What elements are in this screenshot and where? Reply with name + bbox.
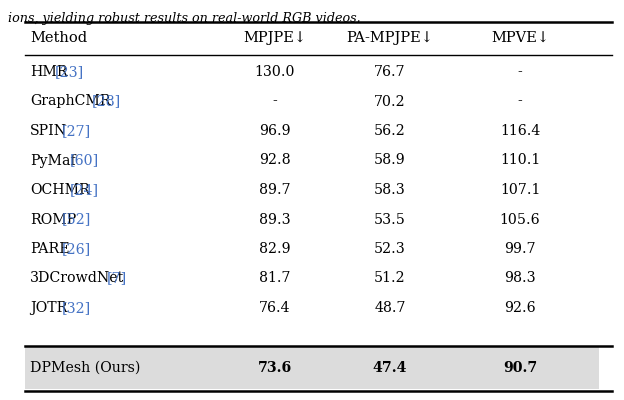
- Text: 47.4: 47.4: [373, 360, 407, 374]
- Text: 116.4: 116.4: [500, 124, 540, 138]
- Text: 107.1: 107.1: [500, 183, 540, 197]
- Text: Method: Method: [30, 31, 87, 45]
- Text: 51.2: 51.2: [374, 272, 406, 286]
- Text: ROMP: ROMP: [30, 212, 76, 226]
- Text: 53.5: 53.5: [374, 212, 406, 226]
- Text: -: -: [518, 94, 522, 108]
- Text: 89.3: 89.3: [259, 212, 291, 226]
- Text: 92.8: 92.8: [259, 154, 291, 168]
- Text: 52.3: 52.3: [374, 242, 406, 256]
- Text: MPJPE↓: MPJPE↓: [243, 31, 306, 45]
- Text: 48.7: 48.7: [374, 301, 406, 315]
- Text: 89.7: 89.7: [259, 183, 291, 197]
- Text: [27]: [27]: [62, 124, 91, 138]
- Text: PyMaf: PyMaf: [30, 154, 76, 168]
- Text: 82.9: 82.9: [259, 242, 291, 256]
- Text: 70.2: 70.2: [374, 94, 406, 108]
- Text: OCHMR: OCHMR: [30, 183, 90, 197]
- Text: [52]: [52]: [62, 212, 91, 226]
- Text: [23]: [23]: [54, 65, 84, 79]
- Text: 98.3: 98.3: [504, 272, 536, 286]
- Text: 81.7: 81.7: [259, 272, 291, 286]
- Text: [28]: [28]: [92, 94, 121, 108]
- Text: [7]: [7]: [107, 272, 127, 286]
- Text: [24]: [24]: [69, 183, 99, 197]
- Text: 76.4: 76.4: [259, 301, 291, 315]
- Text: 110.1: 110.1: [500, 154, 540, 168]
- Text: -: -: [273, 94, 278, 108]
- Text: 90.7: 90.7: [503, 360, 537, 374]
- Text: HMR: HMR: [30, 65, 67, 79]
- Text: [26]: [26]: [62, 242, 91, 256]
- Text: PARE: PARE: [30, 242, 70, 256]
- Text: 73.6: 73.6: [258, 360, 292, 374]
- Text: 92.6: 92.6: [504, 301, 536, 315]
- Text: SPIN: SPIN: [30, 124, 67, 138]
- Text: PA-MPJPE↓: PA-MPJPE↓: [346, 31, 434, 45]
- Text: MPVE↓: MPVE↓: [491, 31, 549, 45]
- Text: ions, yielding robust results on real-world RGB videos.: ions, yielding robust results on real-wo…: [8, 12, 361, 25]
- Text: GraphCMR: GraphCMR: [30, 94, 110, 108]
- Text: 56.2: 56.2: [374, 124, 406, 138]
- Text: 105.6: 105.6: [500, 212, 540, 226]
- Text: 58.3: 58.3: [374, 183, 406, 197]
- Text: -: -: [518, 65, 522, 79]
- Text: 3DCrowdNet: 3DCrowdNet: [30, 272, 124, 286]
- Text: 58.9: 58.9: [374, 154, 406, 168]
- Text: [60]: [60]: [69, 154, 99, 168]
- Text: 130.0: 130.0: [255, 65, 295, 79]
- Bar: [25, 346, 599, 388]
- Text: JOTR: JOTR: [30, 301, 67, 315]
- Text: DPMesh (Ours): DPMesh (Ours): [30, 360, 140, 374]
- Text: 99.7: 99.7: [504, 242, 536, 256]
- Text: [32]: [32]: [62, 301, 91, 315]
- Text: 76.7: 76.7: [374, 65, 406, 79]
- Text: 96.9: 96.9: [259, 124, 291, 138]
